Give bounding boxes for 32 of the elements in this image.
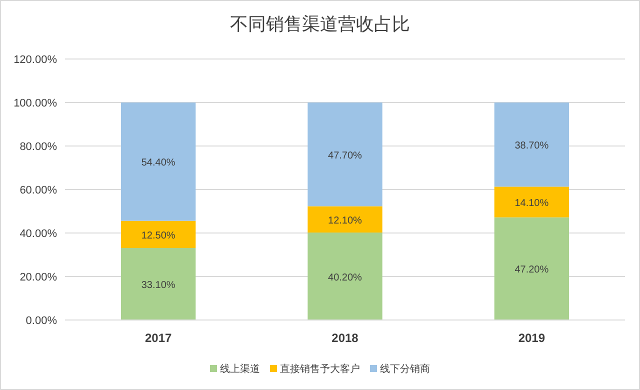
bar: [121, 220, 196, 248]
x-tick-label: 2019: [518, 331, 546, 345]
x-tick-label: 2017: [144, 331, 172, 345]
y-tick-label: 20.00%: [20, 272, 58, 284]
y-tick-label: 100.00%: [14, 98, 58, 110]
legend-label: 线下分销商: [380, 363, 430, 375]
x-tick-label: 2018: [332, 331, 359, 345]
data-label: 12.10%: [328, 215, 362, 226]
data-label: 47.70%: [328, 150, 362, 162]
data-label: 38.70%: [514, 140, 549, 152]
chart-title: 不同销售渠道营收占比: [230, 14, 410, 35]
y-tick-label: 80.00%: [20, 141, 58, 153]
bar: [494, 186, 569, 218]
bar: [494, 102, 569, 187]
bar: [121, 102, 196, 221]
data-label: 40.20%: [328, 272, 362, 284]
bar: [308, 102, 382, 206]
bar: [308, 232, 382, 320]
data-label: 12.50%: [141, 230, 176, 242]
y-tick-label: 120.00%: [14, 54, 58, 66]
bar: [121, 248, 196, 320]
data-label: 54.40%: [141, 158, 176, 169]
data-label: 14.10%: [514, 198, 549, 210]
legend-label: 直接销售予大客户: [280, 363, 360, 375]
data-label: 47.20%: [514, 264, 549, 276]
y-tick-label: 60.00%: [20, 184, 58, 196]
bar: [494, 217, 569, 320]
legend-label: 线上渠道: [220, 363, 260, 375]
bar: [308, 206, 382, 233]
y-tick-label: 40.00%: [20, 228, 58, 240]
data-label: 33.10%: [141, 280, 176, 292]
y-tick-label: 0.00%: [26, 315, 58, 327]
